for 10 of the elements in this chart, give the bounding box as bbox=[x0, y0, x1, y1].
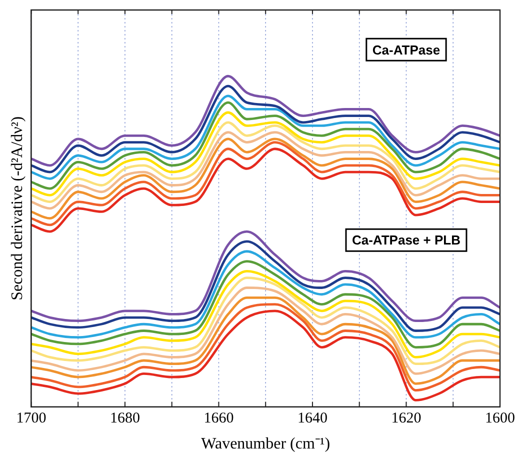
x-tick-label: 1600 bbox=[485, 410, 515, 427]
x-tick-label: 1640 bbox=[297, 410, 328, 427]
x-tick-label: 1680 bbox=[110, 410, 140, 427]
x-tick-label: 1700 bbox=[16, 410, 46, 427]
x-tick-label: 1660 bbox=[204, 410, 234, 427]
x-tick-label: 1620 bbox=[391, 410, 422, 427]
text: Ca-ATPase bbox=[372, 42, 440, 58]
x-axis-title: Wavenumber (cm⁻¹) bbox=[201, 436, 330, 453]
annotation: Ca-ATPase + PLB bbox=[352, 232, 460, 248]
y-axis-title: Second derivative (-d²A/dν²) bbox=[8, 116, 26, 300]
